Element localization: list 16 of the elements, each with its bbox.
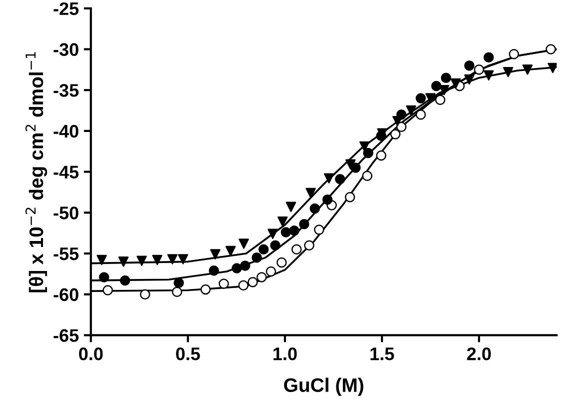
y-tick-label: -55 [54,248,79,260]
x-tick-label: 0.5 [176,347,200,360]
x-tick-label: 1.5 [370,348,394,360]
y-tick-label: -30 [54,43,78,56]
y-tick-label: -65 [54,329,79,342]
x-tick-label: 1.0 [274,347,297,360]
y-tick-label: -60 [54,288,78,302]
x-axis-title: GuCl (M) [284,378,364,396]
y-tick-label: -45 [54,166,79,179]
x-tick-label: 2.0 [467,347,491,360]
x-tick-label: 0.0 [79,347,103,360]
y-tick-label: -50 [54,206,78,220]
y-tick-label: -25 [54,2,79,16]
y-tick-label: -40 [54,124,78,138]
y-tick-label: -35 [54,84,79,97]
y-axis-title: [θ] x 10$^{−2}$ deg cm$^{2}$ dmol$^{−1}$ [25,52,48,292]
